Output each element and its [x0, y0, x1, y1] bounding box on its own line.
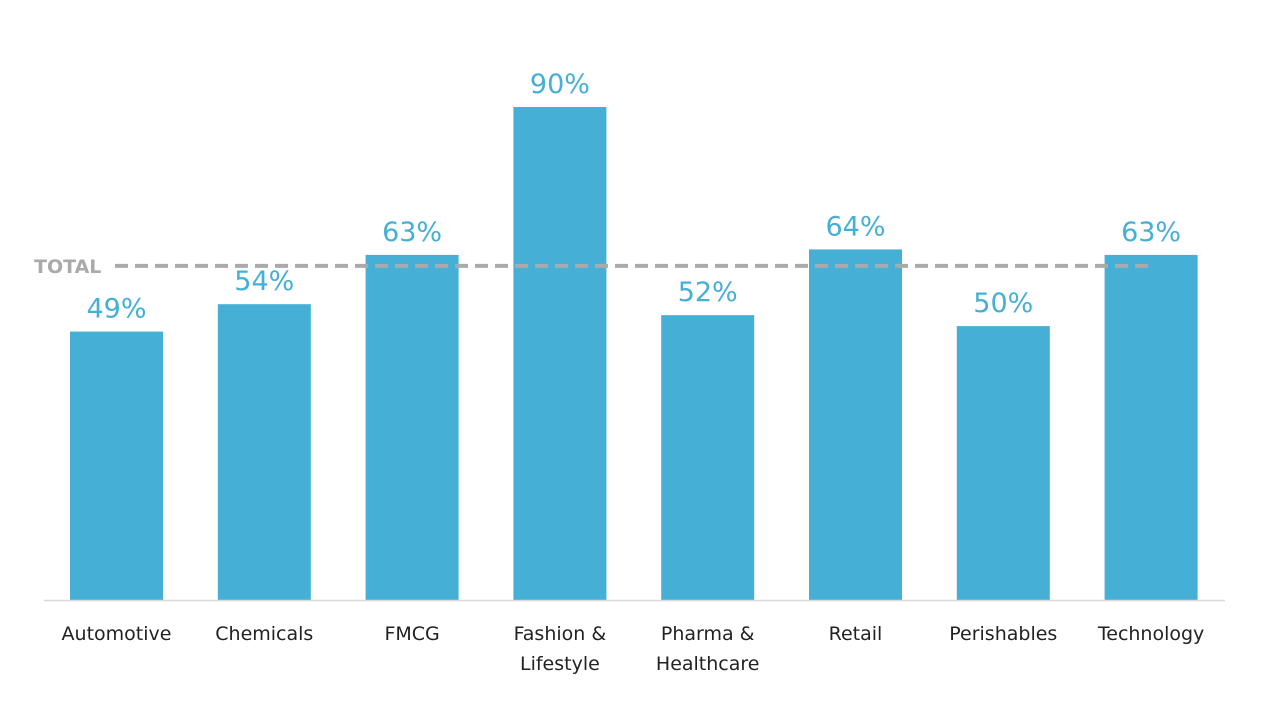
data-label: 54%	[234, 266, 294, 297]
category-label: Technology	[1097, 623, 1204, 645]
data-label: 50%	[973, 288, 1033, 319]
bar	[661, 315, 755, 600]
bar	[70, 331, 163, 600]
category-label: Fashion &	[514, 623, 607, 645]
data-label: 90%	[530, 69, 590, 100]
bar	[365, 254, 459, 600]
total-reference-label: TOTAL	[34, 256, 101, 278]
data-label: 52%	[678, 277, 738, 308]
category-label: Lifestyle	[520, 653, 600, 675]
bar	[809, 249, 902, 600]
bar	[513, 107, 607, 600]
category-label: Retail	[829, 623, 883, 645]
data-label: 64%	[825, 211, 885, 242]
bar	[1104, 254, 1198, 600]
data-label: 49%	[86, 294, 146, 325]
data-label: 63%	[1121, 217, 1181, 248]
category-label: Healthcare	[656, 653, 760, 675]
category-label: Pharma &	[661, 623, 755, 645]
category-label: FMCG	[384, 623, 439, 645]
data-label: 63%	[382, 217, 442, 248]
category-label: Perishables	[949, 623, 1057, 645]
category-label: Automotive	[62, 623, 172, 645]
bar	[956, 326, 1050, 600]
bar	[217, 304, 311, 600]
category-label: Chemicals	[215, 623, 313, 645]
